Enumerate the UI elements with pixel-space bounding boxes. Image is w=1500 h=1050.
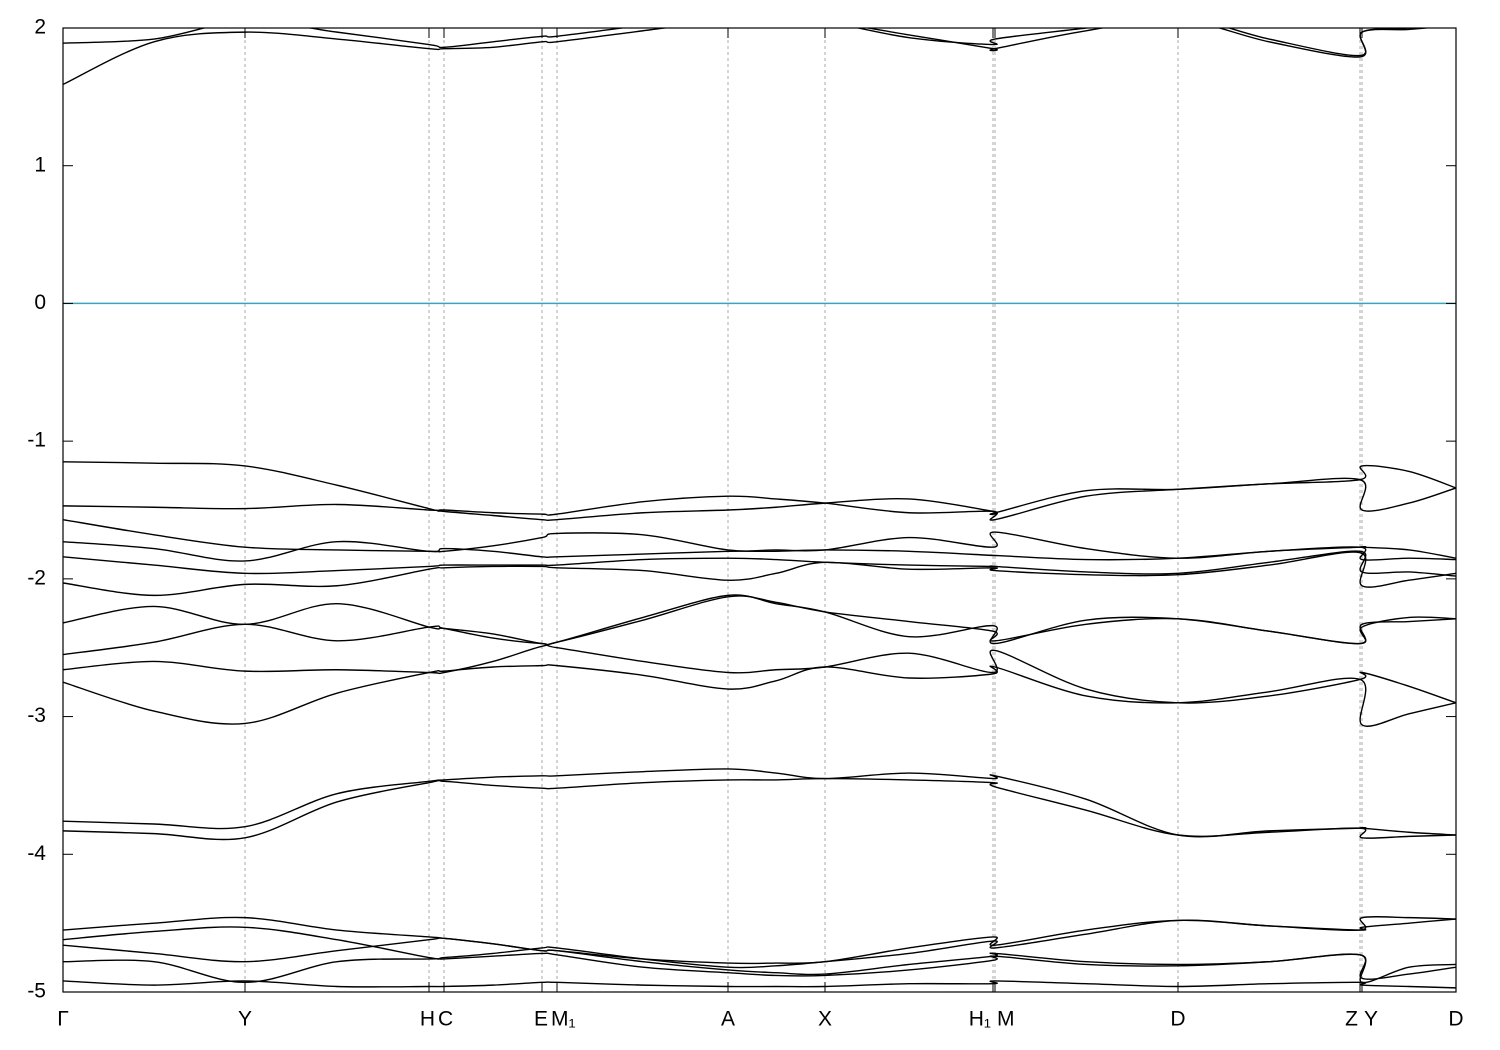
x-tick-label: D [1170,1008,1185,1031]
band-line [63,28,1434,86]
band-line [63,551,1456,597]
band-line [63,952,1456,984]
bands [63,28,1456,989]
y-tick-label: 1 [34,153,46,176]
y-tick-label: 0 [34,291,46,314]
x-tick-label: Y [238,1008,252,1031]
y-tick-label: 2 [34,16,46,39]
band-line [63,664,1456,727]
band-line [63,595,1456,656]
x-tick-label: X [818,1008,832,1031]
band-line [63,980,1456,989]
x-tick-label: Γ [57,1008,69,1031]
x-tick-label: Y [1364,1008,1378,1031]
x-tick-label: A [721,1008,735,1031]
band-line [63,540,1456,562]
band-line [63,768,1456,838]
x-tick-label: H [420,1008,435,1031]
y-tick-label: -2 [27,566,46,589]
band-line [63,477,1456,521]
x-tick-label: H₁ [969,1008,991,1031]
band-line [63,644,1456,704]
x-tick-label: M [997,1008,1015,1031]
y-tick-label: -4 [27,842,46,865]
x-tick-label: E [534,1008,548,1031]
band-line [63,777,1456,841]
x-tick-label: C [438,1008,453,1031]
y-tick-label: -3 [27,704,46,727]
x-tick-label: D [1448,1008,1463,1031]
y-tick-label: -1 [27,429,46,452]
x-tick-label: M₁ [551,1008,576,1031]
band-line [63,550,1456,577]
x-tick-label: Z [1345,1008,1358,1031]
plot-frame [62,27,1457,993]
band-line [63,28,1420,57]
y-tick-label: -5 [27,980,46,1003]
